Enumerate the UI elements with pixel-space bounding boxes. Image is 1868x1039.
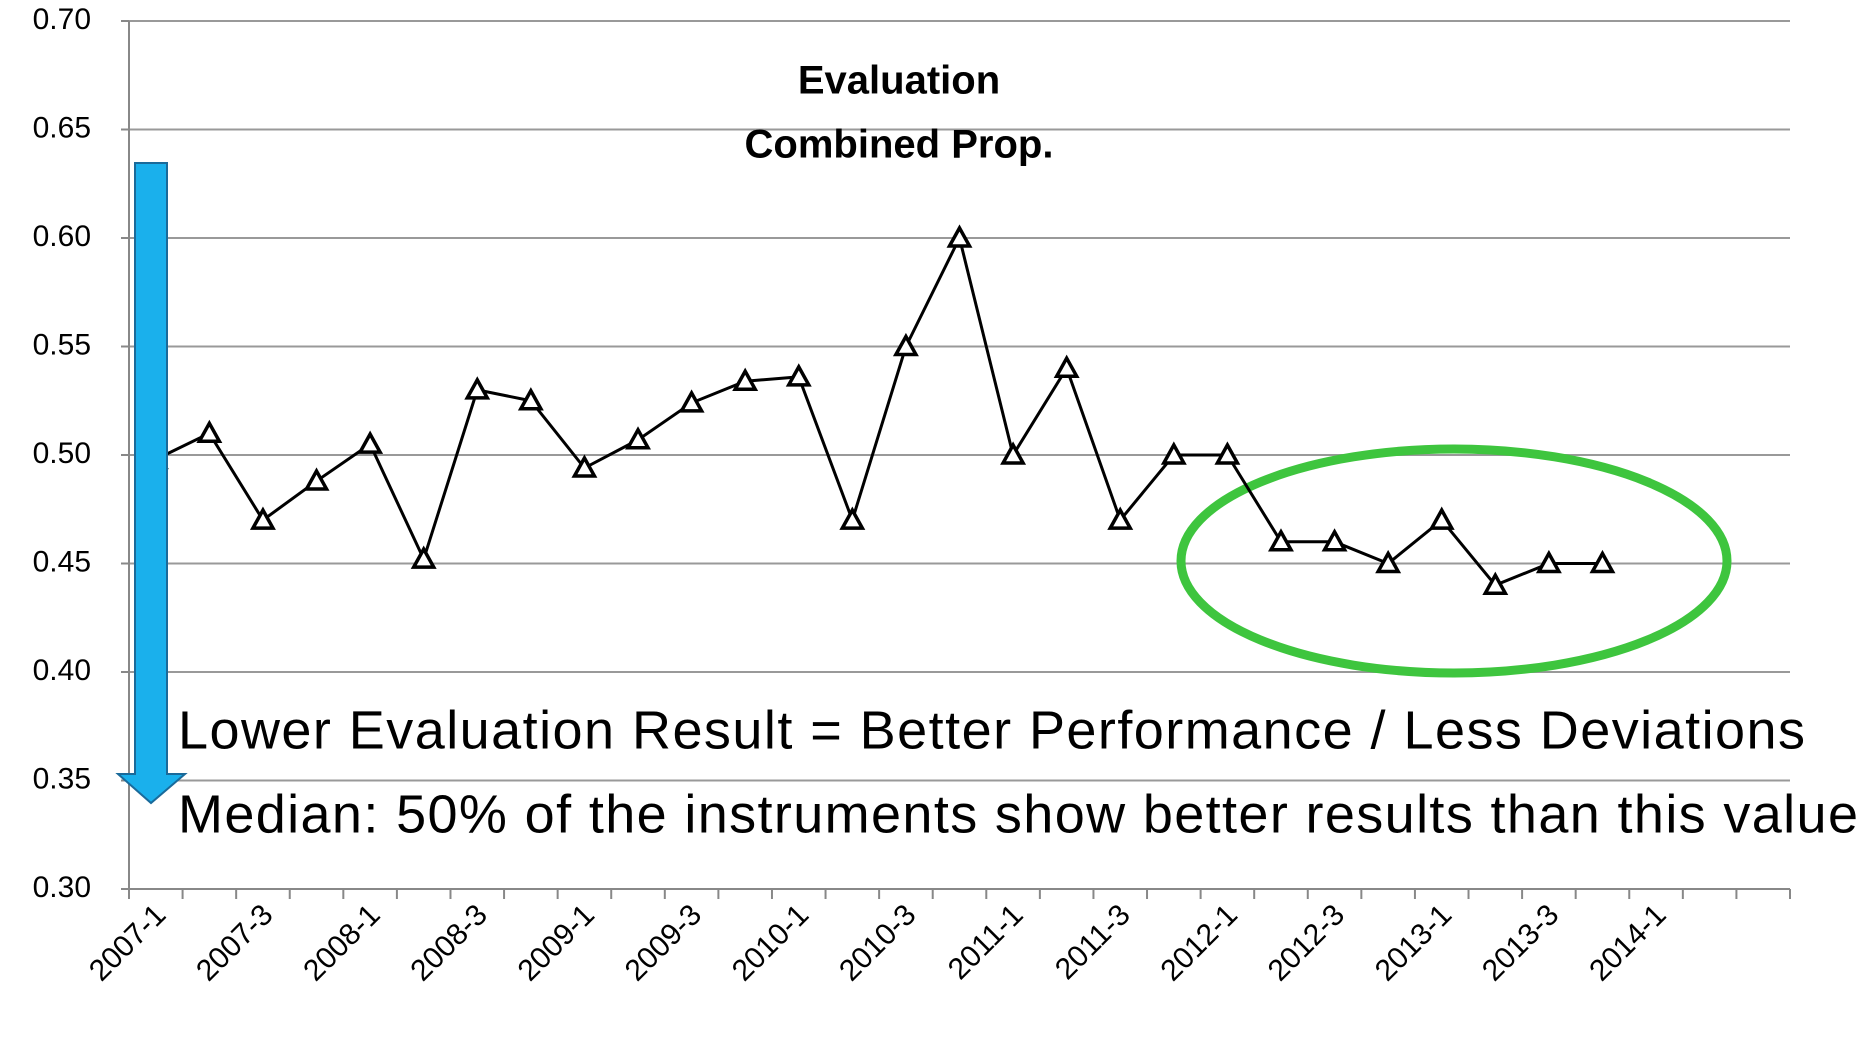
chart-subtitle: Combined Prop. [745, 123, 1054, 167]
data-point [678, 389, 705, 413]
data-point [785, 363, 812, 387]
highlight-ellipse [1176, 444, 1732, 678]
y-tick-label: 0.35 [33, 762, 91, 795]
data-point [571, 454, 598, 478]
data-point [249, 506, 276, 530]
data-point [464, 376, 491, 400]
data-point [1214, 441, 1241, 465]
data-point [303, 467, 330, 491]
y-tick-label: 0.45 [33, 545, 91, 578]
data-point [625, 426, 651, 450]
chart-title: Evaluation [798, 59, 1000, 103]
data-point [196, 419, 223, 444]
y-tick-label: 0.60 [33, 220, 91, 253]
y-tick-label: 0.55 [33, 328, 91, 361]
data-point [892, 332, 919, 357]
series-line [155, 233, 1603, 588]
data-point [1107, 506, 1134, 530]
y-tick-label: 0.70 [33, 3, 91, 36]
data-point [1589, 549, 1616, 574]
data-point [1375, 549, 1402, 574]
data-point [1000, 441, 1027, 465]
data-point [1535, 549, 1562, 574]
y-tick-label: 0.30 [33, 871, 91, 904]
down-arrow [115, 162, 188, 805]
data-point [1321, 528, 1348, 552]
y-tick-label: 0.65 [33, 111, 91, 144]
data-point [410, 545, 437, 569]
data-point [946, 224, 973, 248]
y-tick-label: 0.40 [33, 654, 91, 687]
data-point [1053, 354, 1080, 378]
data-point [1428, 506, 1455, 530]
series [142, 224, 1616, 595]
data-point [839, 506, 866, 530]
data-point [357, 430, 384, 454]
data-point [1160, 441, 1187, 465]
annotation: Median: 50% of the instruments show bett… [178, 784, 1858, 844]
data-point [732, 367, 759, 391]
data-point [517, 387, 544, 411]
y-tick-label: 0.50 [33, 437, 91, 470]
data-point [1482, 571, 1509, 595]
data-point [1268, 528, 1294, 552]
annotation: Lower Evaluation Result = Better Perform… [178, 700, 1805, 760]
